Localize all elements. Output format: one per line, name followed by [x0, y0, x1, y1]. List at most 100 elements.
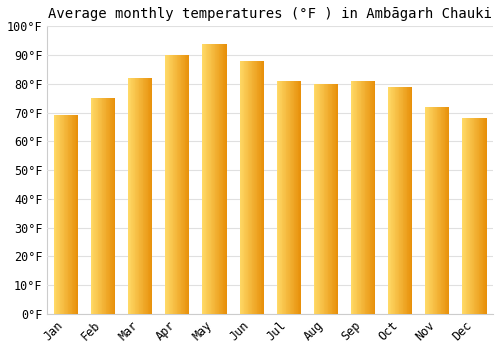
Bar — [351, 81, 352, 314]
Bar — [75, 116, 76, 314]
Bar — [258, 61, 259, 314]
Bar — [213, 43, 214, 314]
Bar — [359, 81, 360, 314]
Bar — [409, 87, 410, 314]
Bar — [476, 118, 477, 314]
Bar — [318, 84, 320, 314]
Bar — [175, 55, 176, 314]
Bar — [283, 81, 284, 314]
Bar — [469, 118, 470, 314]
Bar — [278, 81, 279, 314]
Bar — [176, 55, 178, 314]
Bar — [426, 107, 427, 314]
Bar — [212, 43, 213, 314]
Bar — [140, 78, 141, 314]
Bar — [328, 84, 329, 314]
Bar — [388, 87, 389, 314]
Bar — [110, 98, 111, 314]
Bar — [210, 43, 212, 314]
Bar — [404, 87, 405, 314]
Bar — [397, 87, 398, 314]
Bar — [149, 78, 150, 314]
Bar — [285, 81, 286, 314]
Bar — [296, 81, 297, 314]
Bar — [168, 55, 170, 314]
Bar — [462, 118, 463, 314]
Bar — [94, 98, 95, 314]
Bar — [180, 55, 182, 314]
Bar — [325, 84, 326, 314]
Bar — [98, 98, 99, 314]
Bar — [251, 61, 252, 314]
Bar — [241, 61, 242, 314]
Bar — [431, 107, 432, 314]
Bar — [354, 81, 355, 314]
Bar — [358, 81, 359, 314]
Bar — [172, 55, 174, 314]
Bar — [464, 118, 465, 314]
Bar — [478, 118, 480, 314]
Bar — [58, 116, 59, 314]
Bar — [389, 87, 390, 314]
Bar — [356, 81, 358, 314]
Bar — [334, 84, 335, 314]
Bar — [99, 98, 100, 314]
Bar — [145, 78, 146, 314]
Bar — [280, 81, 281, 314]
Bar — [393, 87, 394, 314]
Bar — [179, 55, 180, 314]
Bar — [398, 87, 400, 314]
Bar — [65, 116, 66, 314]
Bar — [337, 84, 338, 314]
Bar — [246, 61, 247, 314]
Bar — [470, 118, 472, 314]
Bar — [276, 81, 278, 314]
Bar — [132, 78, 133, 314]
Bar — [134, 78, 136, 314]
Bar — [262, 61, 263, 314]
Bar — [292, 81, 293, 314]
Bar — [468, 118, 469, 314]
Bar — [76, 116, 78, 314]
Bar — [368, 81, 370, 314]
Bar — [335, 84, 336, 314]
Bar — [401, 87, 402, 314]
Bar — [72, 116, 73, 314]
Bar — [174, 55, 175, 314]
Bar — [74, 116, 75, 314]
Bar — [447, 107, 448, 314]
Bar — [394, 87, 396, 314]
Bar — [295, 81, 296, 314]
Bar — [136, 78, 137, 314]
Bar — [113, 98, 114, 314]
Bar — [465, 118, 466, 314]
Bar — [317, 84, 318, 314]
Bar — [103, 98, 104, 314]
Bar — [390, 87, 392, 314]
Bar — [138, 78, 140, 314]
Bar — [166, 55, 190, 314]
Bar — [56, 116, 57, 314]
Bar — [242, 61, 243, 314]
Bar — [221, 43, 222, 314]
Bar — [289, 81, 290, 314]
Bar — [472, 118, 473, 314]
Bar — [372, 81, 374, 314]
Bar — [473, 118, 474, 314]
Bar — [96, 98, 98, 314]
Bar — [367, 81, 368, 314]
Bar — [440, 107, 442, 314]
Bar — [141, 78, 142, 314]
Bar — [321, 84, 322, 314]
Bar — [481, 118, 482, 314]
Bar — [462, 118, 486, 314]
Bar — [218, 43, 220, 314]
Bar — [204, 43, 205, 314]
Bar — [430, 107, 431, 314]
Bar — [352, 81, 354, 314]
Bar — [288, 81, 289, 314]
Bar — [184, 55, 186, 314]
Bar — [137, 78, 138, 314]
Bar — [463, 118, 464, 314]
Bar — [294, 81, 295, 314]
